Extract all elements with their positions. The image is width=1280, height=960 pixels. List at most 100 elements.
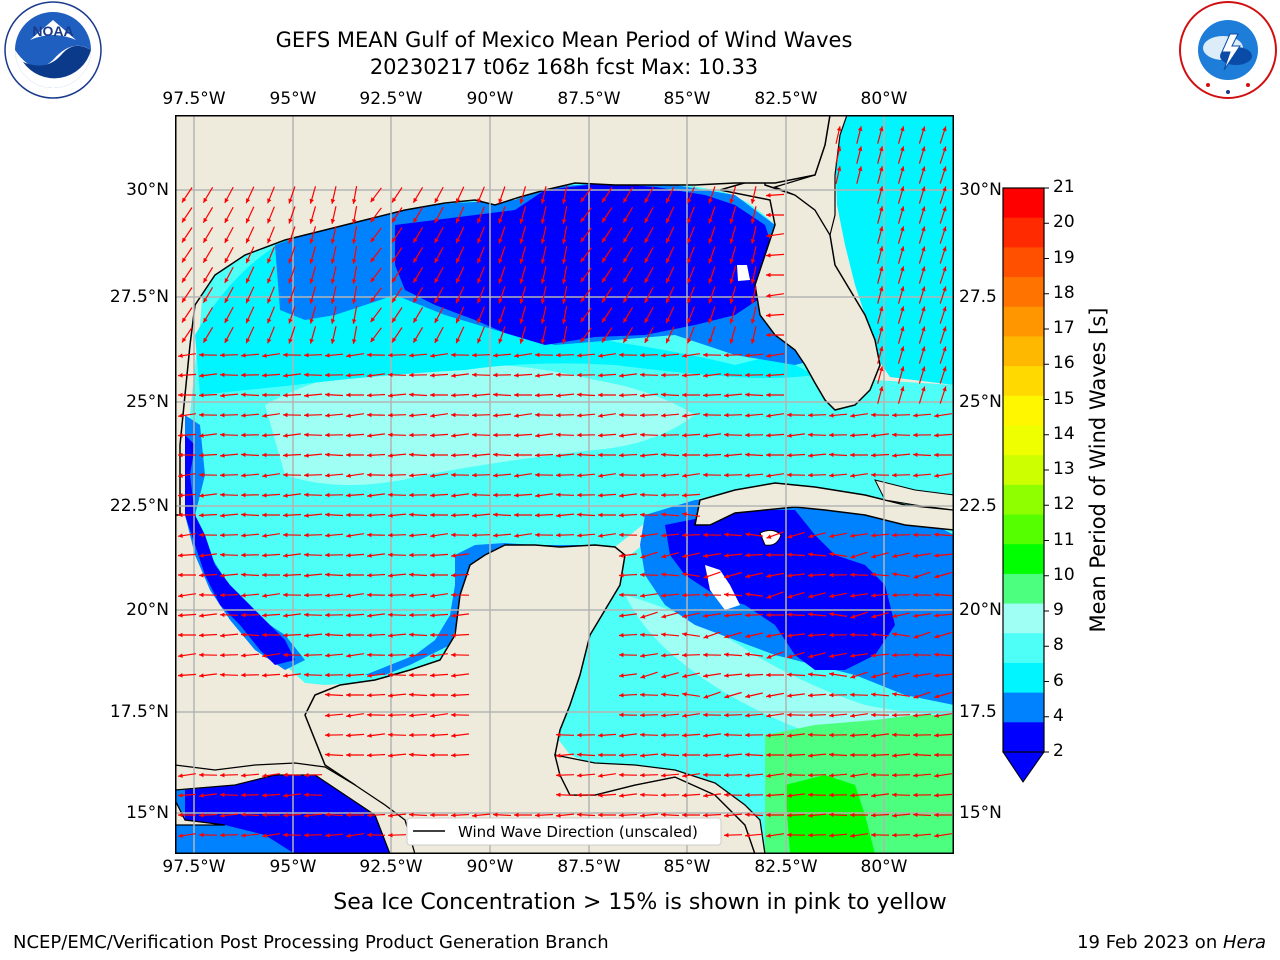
wind-wave-arrowhead [644, 237, 649, 243]
wind-wave-arrowhead [367, 733, 372, 738]
wind-wave-arrowhead [246, 298, 251, 304]
wind-wave-arrowhead [921, 126, 926, 132]
wind-wave-arrowhead [413, 277, 418, 283]
wind-wave-arrowhead [409, 492, 414, 498]
wind-wave-arrowhead [493, 452, 498, 458]
wind-wave-arrowhead [224, 297, 229, 303]
wind-wave-arrowhead [493, 392, 498, 398]
wind-wave-arrowhead [288, 298, 293, 304]
colorbar-tick-label: 10 [1053, 564, 1075, 585]
wind-wave-arrowhead [220, 612, 225, 618]
wind-wave-arrowhead [829, 632, 834, 638]
wind-wave-arrowhead [413, 197, 418, 203]
wind-wave-arrowhead [434, 297, 439, 303]
wind-wave-arrowhead [892, 673, 898, 679]
wind-wave-arrowhead [304, 532, 309, 538]
atlantic-water [835, 115, 954, 385]
wind-wave-arrowhead [430, 493, 435, 498]
colorbar-tick-label: 19 [1053, 247, 1075, 268]
wind-wave-arrowhead [430, 433, 435, 438]
wind-wave-arrowhead [934, 694, 940, 699]
wind-wave-arrowhead [787, 812, 792, 818]
wind-wave-arrowhead [325, 432, 330, 438]
wind-wave-arrowhead [283, 472, 288, 478]
wind-wave-arrowhead [220, 792, 225, 798]
wind-wave-arrowhead [745, 752, 750, 758]
wind-wave-arrowhead [661, 372, 666, 378]
wind-wave-arrowhead [220, 592, 225, 598]
wind-wave-arrowhead [598, 793, 603, 798]
wind-wave-arrowhead [367, 392, 372, 398]
wind-wave-arrowhead [556, 372, 561, 378]
wind-wave-arrowhead [703, 634, 709, 639]
wind-wave-arrowhead [640, 792, 645, 798]
wind-wave-arrowhead [561, 299, 567, 304]
wind-wave-arrowhead [409, 632, 414, 638]
wind-wave-arrowhead [519, 238, 524, 244]
wind-wave-arrowhead [745, 413, 750, 418]
lon-label-bottom: 92.5°W [359, 857, 423, 877]
wind-wave-arrowhead [640, 352, 645, 358]
wind-wave-arrowhead [325, 732, 330, 738]
wind-wave-arrowhead [178, 773, 183, 778]
wind-wave-arrowhead [729, 318, 734, 324]
wind-wave-arrowhead [409, 353, 414, 358]
wind-wave-arrowhead [934, 713, 939, 718]
wind-wave-arrowhead [430, 692, 435, 698]
wind-wave-arrowhead [892, 592, 897, 598]
wind-wave-arrowhead [267, 218, 272, 224]
wind-wave-arrowhead [199, 493, 204, 498]
wind-wave-arrowhead [892, 732, 897, 738]
wind-wave-arrowhead [556, 352, 561, 358]
wind-wave-arrowhead [388, 832, 393, 838]
wind-wave-arrowhead [808, 792, 813, 798]
wind-wave-arrowhead [787, 552, 792, 558]
wind-wave-arrowhead [942, 346, 947, 352]
wind-wave-arrowhead [472, 472, 477, 478]
wind-wave-arrowhead [766, 233, 771, 238]
wind-wave-arrowhead [687, 238, 692, 244]
wind-wave-arrowhead [724, 792, 729, 798]
wind-wave-arrowhead [836, 166, 842, 172]
wind-wave-arrowhead [850, 653, 855, 658]
wind-wave-arrowhead [472, 393, 477, 398]
lat-label-right: 25°N [959, 392, 1002, 412]
wind-wave-arrowhead [203, 197, 208, 203]
wind-wave-arrowhead [871, 553, 877, 559]
wind-wave-arrowhead [367, 752, 372, 758]
wind-wave-arrowhead [220, 772, 225, 778]
wind-wave-arrowhead [199, 613, 204, 618]
wind-wave-arrowhead [682, 473, 687, 478]
wind-wave-arrowhead [766, 373, 771, 378]
wind-wave-arrowhead [921, 286, 926, 292]
colorbar-tick-label: 9 [1053, 600, 1064, 620]
wind-wave-arrowhead [601, 317, 607, 323]
wind-wave-arrowhead [942, 326, 947, 332]
wind-wave-arrowhead [456, 258, 461, 264]
wind-wave-arrowhead [724, 453, 729, 458]
wind-wave-arrowhead [241, 392, 246, 398]
wind-wave-arrowhead [224, 337, 229, 343]
wind-wave-arrowhead [493, 413, 498, 418]
wind-wave-arrowhead [623, 237, 628, 243]
wind-wave-arrowhead [477, 338, 482, 344]
wind-wave-arrowhead [661, 613, 667, 619]
wind-wave-arrowhead [619, 553, 624, 558]
wind-wave-arrowhead [942, 266, 947, 272]
wind-wave-arrowhead [850, 793, 855, 798]
wind-wave-arrowhead [224, 317, 229, 323]
wind-wave-arrowhead [640, 533, 645, 538]
wind-wave-arrowhead [241, 432, 246, 438]
wind-wave-arrowhead [619, 452, 624, 458]
wind-wave-arrowhead [703, 472, 708, 478]
wind-wave-arrowhead [766, 654, 772, 659]
wind-wave-arrowhead [413, 257, 418, 263]
wind-wave-arrowhead [682, 692, 687, 697]
wind-wave-arrowhead [388, 672, 393, 678]
wind-wave-arrowhead [556, 492, 561, 498]
wind-wave-arrowhead [745, 812, 750, 818]
lon-label-top: 92.5°W [359, 89, 423, 109]
wind-wave-arrowhead [942, 366, 947, 372]
wind-wave-arrowhead [330, 258, 336, 264]
wind-wave-arrowhead [913, 752, 918, 758]
